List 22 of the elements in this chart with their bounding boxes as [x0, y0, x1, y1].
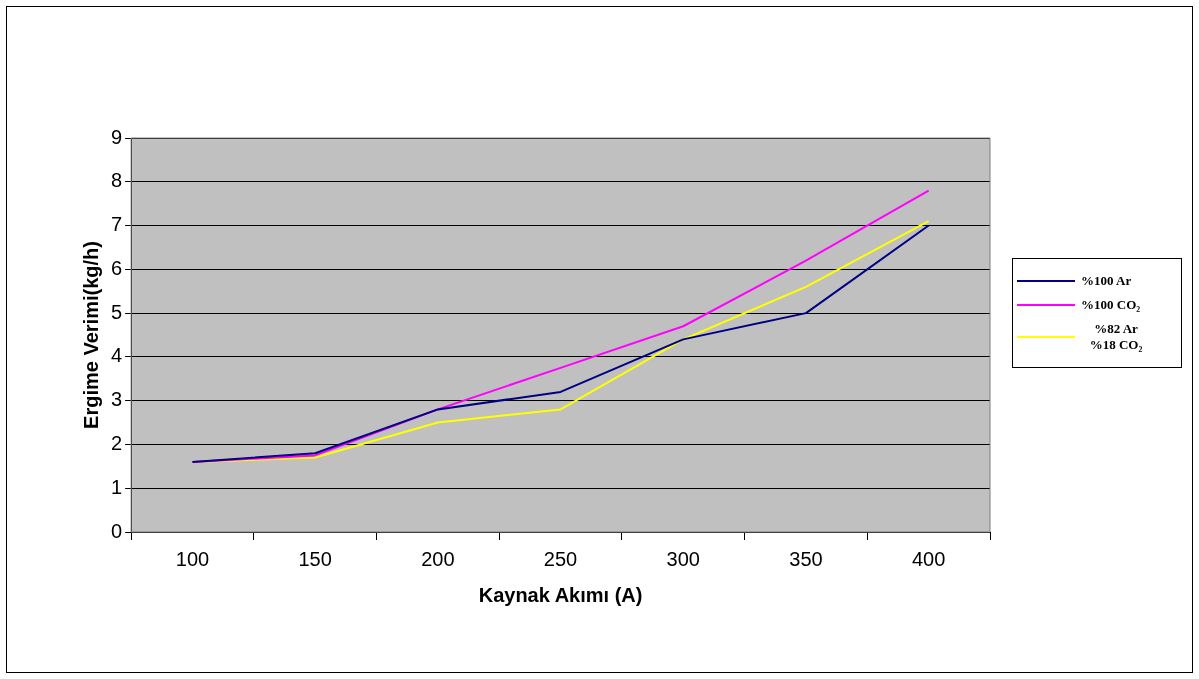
y-tick-label: 8: [111, 169, 123, 192]
y-tick-label: 2: [111, 431, 123, 454]
x-tick-label: 100: [175, 547, 210, 570]
legend-label: %82 Ar %18 CO₂: [1088, 321, 1144, 353]
x-tick-label: 200: [421, 547, 455, 570]
y-tick-label: 3: [111, 388, 123, 411]
y-tick-label: 0: [111, 519, 123, 542]
y-axis-title: Ergime Verimi(kg/h): [79, 241, 102, 429]
x-tick-label: 350: [789, 547, 823, 570]
y-tick-label: 4: [111, 344, 123, 367]
y-tick-label: 6: [111, 256, 123, 279]
x-tick-label: 150: [298, 547, 332, 570]
x-tick-label: 250: [543, 547, 578, 570]
x-tick-label: 300: [666, 547, 700, 570]
y-tick-label: 5: [111, 300, 123, 323]
x-axis-title: Kaynak Akımı (A): [478, 583, 643, 606]
y-tick-label: 1: [111, 475, 123, 498]
y-tick-label: 9: [111, 125, 123, 148]
legend-label: %100 Ar: [1081, 273, 1132, 289]
x-tick-label: 400: [911, 547, 946, 570]
legend-label: %100 CO₂: [1081, 297, 1141, 313]
y-tick-label: 7: [111, 213, 123, 236]
